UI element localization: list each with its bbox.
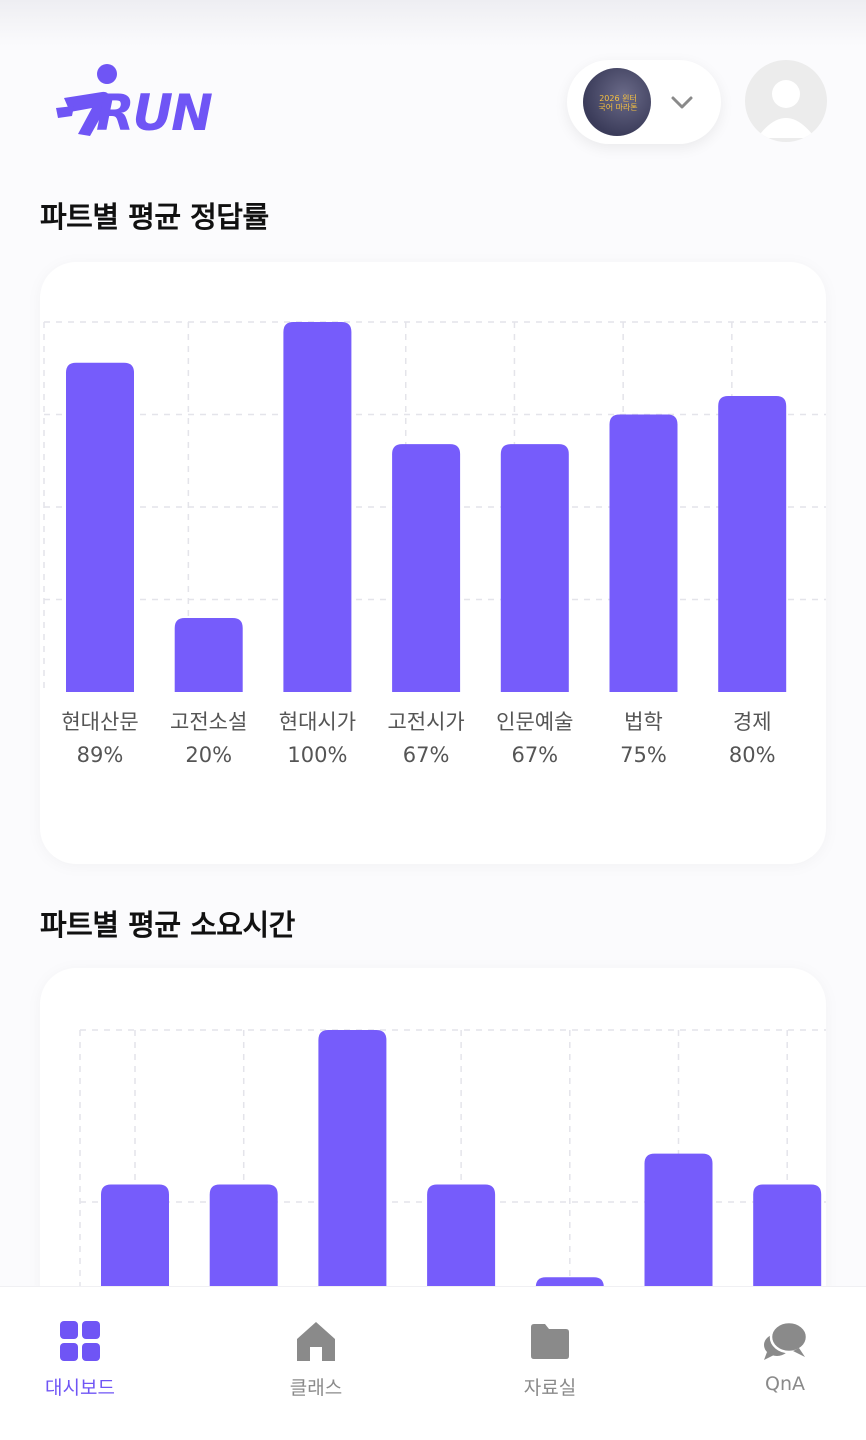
user-icon	[757, 80, 815, 138]
tab-dashboard[interactable]: 대시보드	[20, 1319, 140, 1400]
value-label: 67%	[511, 743, 558, 767]
time-section-title: 파트별 평균 소요시간	[40, 908, 295, 942]
category-label: 현대산문	[61, 710, 138, 734]
accuracy-section-title: 파트별 평균 정답률	[40, 200, 269, 234]
chart-bar	[283, 322, 352, 692]
time-bar-chart	[79, 1029, 826, 1328]
value-label: 75%	[620, 743, 667, 767]
category-label: 현대시가	[279, 710, 356, 734]
tab-label: 클래스	[289, 1377, 343, 1399]
accuracy-bar-chart: 현대산문 89% 고전소설 20% 현대시가 100% 고전시가 67% 인문예술 67% 법학 75…	[43, 321, 826, 767]
value-label: 100%	[287, 743, 347, 767]
chart-bar	[66, 362, 134, 692]
course-thumbnail: 2026 윈터 국어 마라톤	[583, 68, 651, 136]
category-label: 법학	[624, 710, 663, 734]
chart-bar	[392, 444, 461, 692]
value-label: 20%	[185, 743, 232, 767]
tab-label: 대시보드	[45, 1377, 115, 1399]
course-badge-text: 2026 윈터 국어 마라톤	[598, 94, 638, 112]
run-logo[interactable]	[56, 60, 196, 142]
value-label: 80%	[729, 743, 776, 767]
chart-bar	[500, 444, 569, 692]
bottom-tab-bar: 대시보드 클래스 자료실 QnA	[0, 1287, 866, 1440]
grid-icon	[60, 1321, 100, 1361]
chart-bar	[644, 1153, 713, 1328]
course-selector[interactable]: 2026 윈터 국어 마라톤	[567, 60, 721, 144]
category-label: 경제	[733, 710, 772, 734]
profile-avatar[interactable]	[745, 60, 827, 142]
chevron-down-icon	[671, 96, 693, 109]
runner-logo-icon	[56, 64, 117, 136]
category-label: 고전소설	[170, 710, 247, 734]
top-fade	[0, 0, 866, 46]
chart-bar	[318, 1030, 387, 1328]
value-label: 67%	[403, 743, 450, 767]
folder-icon	[531, 1324, 569, 1359]
category-label: 인문예술	[496, 710, 573, 734]
logo-text: RUN	[96, 84, 213, 142]
tab-qna[interactable]: QnA	[725, 1319, 845, 1395]
tab-label: QnA	[765, 1373, 805, 1395]
chart-bar	[718, 396, 787, 692]
tab-library[interactable]: 자료실	[490, 1319, 610, 1400]
category-label: 고전시가	[387, 710, 464, 734]
value-label: 89%	[77, 743, 124, 767]
chart-bar	[609, 414, 678, 692]
home-icon	[297, 1322, 335, 1361]
accuracy-chart-card: 현대산문 89% 고전소설 20% 현대시가 100% 고전시가 67% 인문예술 67% 법학 75…	[40, 262, 826, 864]
chart-bar	[174, 618, 243, 692]
tab-class[interactable]: 클래스	[256, 1319, 376, 1400]
chat-bubbles-icon	[764, 1320, 809, 1360]
tab-label: 자료실	[523, 1377, 577, 1399]
time-chart-card	[40, 968, 826, 1328]
